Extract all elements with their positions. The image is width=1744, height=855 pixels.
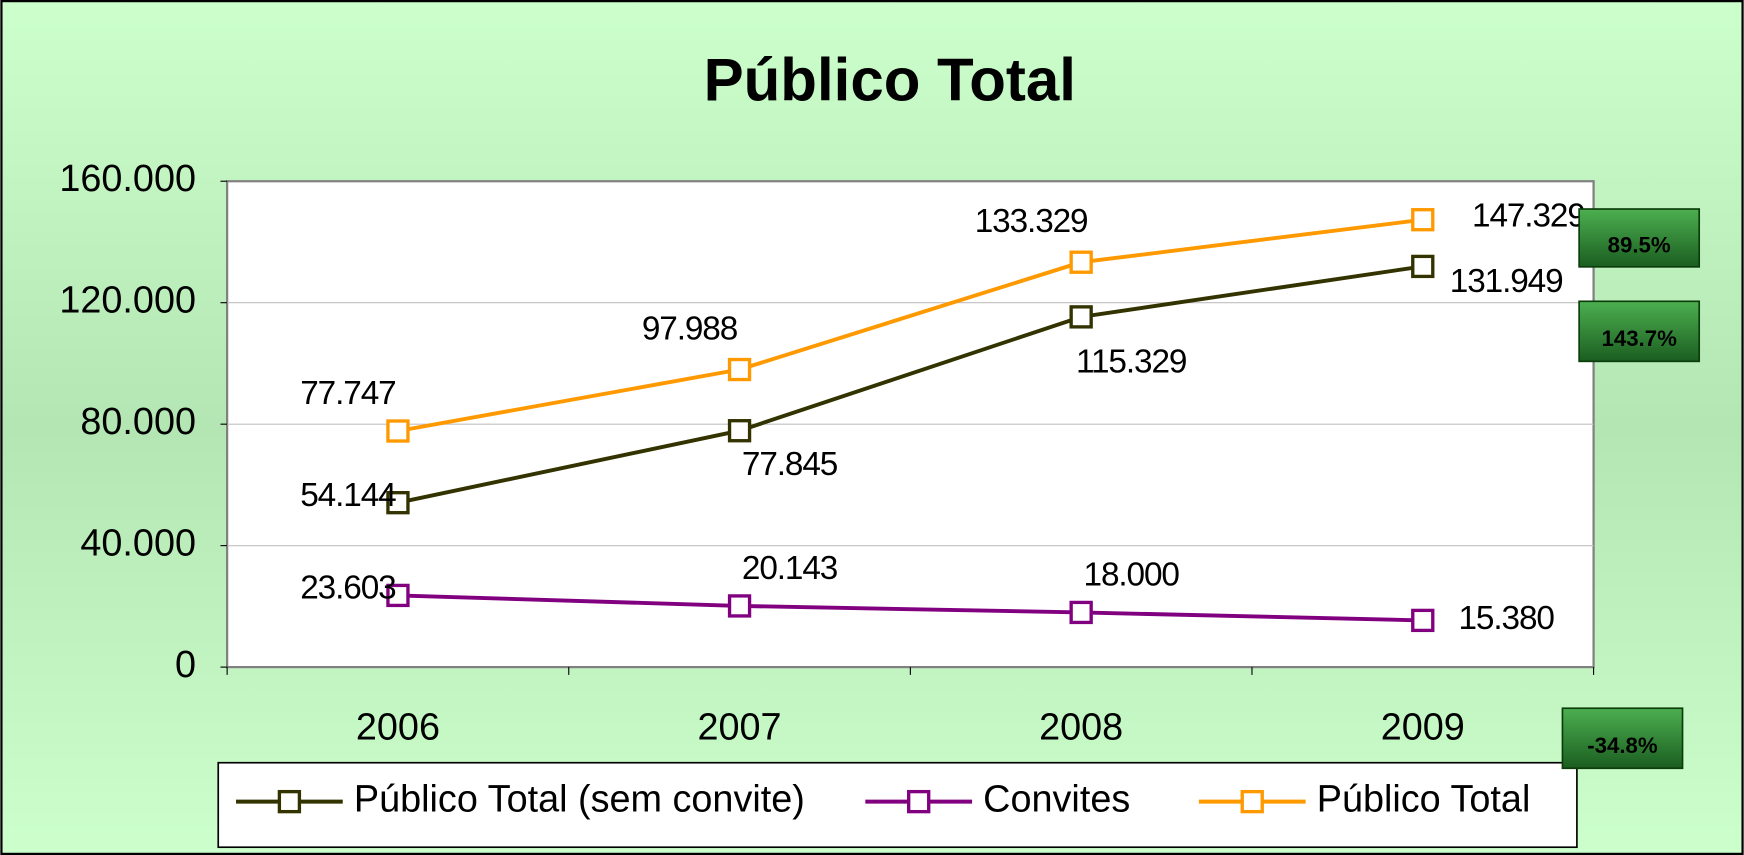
legend-label: Convites [983, 779, 1130, 821]
point [1411, 208, 1435, 232]
x-tick-label: 2008 [1039, 706, 1123, 748]
data-label: 131.949 [1450, 263, 1563, 300]
point [1069, 600, 1093, 625]
y-tick-label: 80.000 [80, 401, 196, 443]
legend-marker [277, 789, 302, 814]
point [1411, 608, 1435, 633]
point [1069, 250, 1093, 274]
point [386, 419, 410, 443]
data-label: 77.747 [300, 375, 395, 412]
data-label: 133.329 [975, 203, 1088, 240]
annotation: 89.5% [1608, 233, 1671, 258]
annotation-box [1578, 300, 1701, 363]
series-line [397, 264, 1424, 505]
point [727, 419, 752, 443]
point [727, 357, 752, 382]
chart-title: Público Total [704, 46, 1076, 113]
annotation-box [1561, 707, 1684, 770]
point [1411, 254, 1435, 279]
data-label: 147.329 [1472, 197, 1585, 234]
point [386, 583, 410, 608]
series-line [397, 217, 1424, 433]
data-label: 18.000 [1084, 557, 1180, 594]
legend-label: Público Total (sem convite) [354, 779, 805, 821]
point [1069, 305, 1093, 329]
y-tick-label: 160.000 [59, 158, 196, 200]
annotation-box [1578, 208, 1701, 268]
x-tick-label: 2007 [698, 706, 782, 748]
series-line [397, 593, 1423, 623]
annotation: 143.7% [1601, 326, 1677, 351]
x-tick-label: 2006 [356, 706, 440, 748]
x-tick-label: 2009 [1381, 706, 1465, 748]
legend-marker [907, 789, 931, 814]
legend [217, 761, 1578, 849]
data-label: 20.143 [742, 550, 838, 587]
data-label: 115.329 [1076, 343, 1186, 380]
data-label: 97.988 [642, 310, 738, 347]
legend-label: Público Total [1317, 779, 1531, 821]
y-tick-label: 0 [175, 644, 196, 686]
point [727, 594, 752, 618]
data-label: 54.144 [300, 477, 396, 514]
annotation: -34.8% [1587, 733, 1658, 758]
legend-marker [1240, 789, 1264, 814]
y-tick-label: 120.000 [59, 280, 196, 322]
data-label: 15.380 [1458, 600, 1554, 637]
y-tick-label: 40.000 [80, 523, 196, 565]
point [386, 491, 410, 515]
data-label: 77.845 [742, 446, 838, 483]
data-label: 23.603 [300, 570, 396, 607]
